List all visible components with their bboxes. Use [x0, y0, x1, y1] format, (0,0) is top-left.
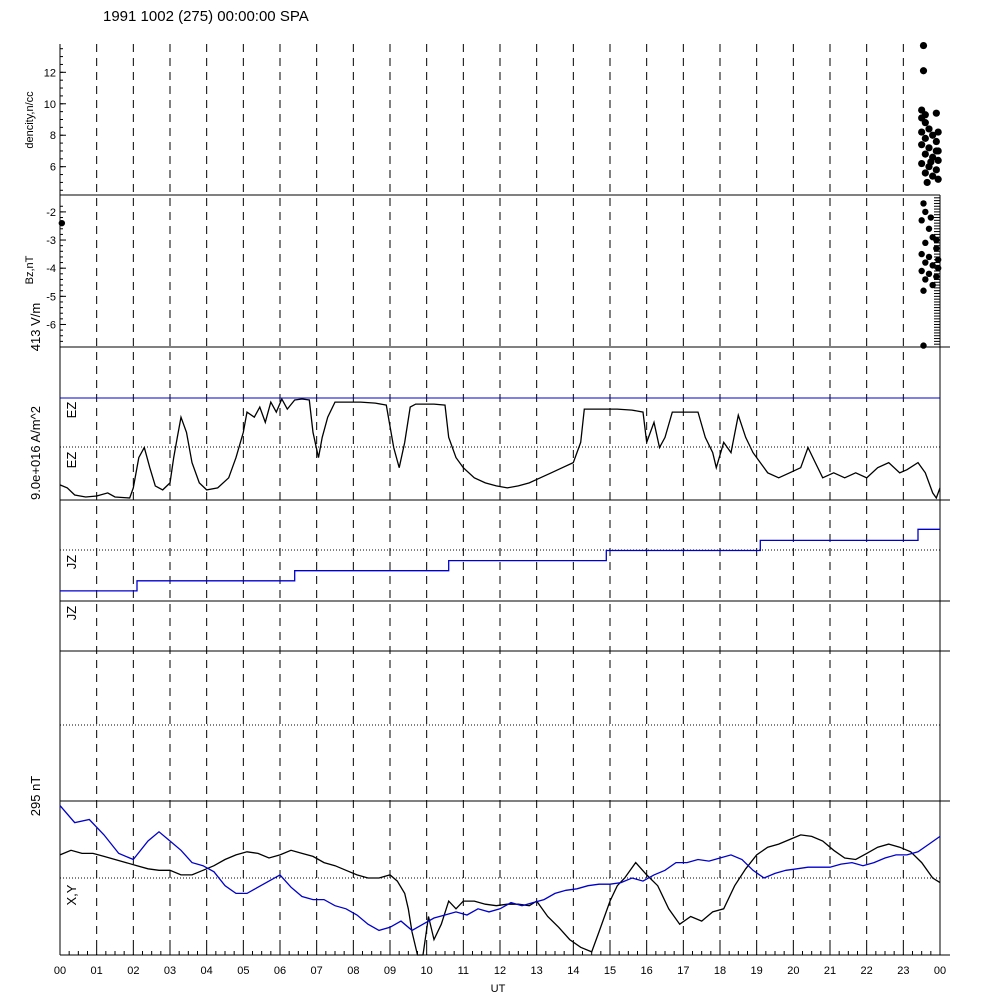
- density-point: [921, 169, 929, 177]
- density-point: [921, 134, 929, 142]
- density-point: [925, 125, 933, 133]
- density-point: [934, 128, 942, 136]
- jz-label-top: JZ: [64, 555, 79, 570]
- y-component-line: [59, 805, 941, 932]
- density-point: [923, 178, 931, 187]
- bz-ylabel: Bz,nT: [24, 255, 36, 284]
- x-tick-label: 16: [641, 965, 653, 977]
- x-tick-label: 07: [311, 965, 323, 977]
- x-tick-label: 10: [421, 965, 433, 977]
- bz-point: [922, 208, 929, 216]
- density-point: [932, 109, 940, 117]
- bz-point: [925, 253, 933, 261]
- x-axis-label: UT: [491, 983, 506, 995]
- bz-point: [920, 342, 927, 349]
- bz-point: [918, 267, 925, 275]
- bz-y-tick-label: -2: [46, 207, 56, 219]
- density-y-tick-label: 10: [44, 99, 56, 111]
- jz-label-bottom: JZ: [64, 606, 79, 621]
- x-tick-label: 17: [677, 965, 689, 977]
- ez-line: [59, 397, 941, 500]
- xy-scale-label: 295 nT: [28, 776, 43, 817]
- x-tick-label: 02: [127, 965, 139, 977]
- ez-label-bottom: EZ: [64, 452, 79, 469]
- density-point: [932, 137, 940, 146]
- x-tick-label: 08: [347, 965, 359, 977]
- bz-point: [929, 262, 936, 269]
- density-point: [918, 128, 926, 136]
- bz-point: [918, 217, 925, 224]
- xy-label: X,Y: [64, 884, 79, 905]
- x-tick-label: 01: [91, 965, 103, 977]
- panel-frames: [59, 44, 950, 956]
- x-tick-label: 13: [531, 965, 543, 977]
- jz-scale-label: 9.0e+016 A/m^2: [28, 406, 43, 500]
- bz-point: [933, 245, 940, 252]
- density-y-tick-label: 8: [50, 130, 56, 142]
- density-point: [918, 141, 926, 149]
- ez-scale-label: 413 V/m: [28, 303, 43, 351]
- jz-line: [60, 528, 940, 592]
- density-point: [921, 150, 929, 158]
- bz-y-tick-label: -6: [46, 319, 56, 331]
- density-point: [929, 172, 937, 180]
- bz-y-tick-label: -5: [46, 291, 56, 303]
- bz-point: [922, 259, 929, 266]
- density-y-tick-label: 6: [50, 162, 56, 174]
- bz-point: [934, 256, 942, 263]
- data-marks: [58, 41, 942, 956]
- chart-title: 1991 1002 (275) 00:00:00 SPA: [103, 8, 309, 25]
- bz-point: [922, 239, 929, 247]
- bz-y-tick-label: -4: [46, 263, 56, 275]
- bz-point: [925, 270, 933, 278]
- bz-point: [929, 281, 936, 289]
- density-point: [934, 175, 942, 183]
- bz-point: [927, 214, 935, 221]
- ez-label-top: EZ: [64, 402, 79, 419]
- bz-point: [922, 276, 929, 283]
- x-tick-label: 06: [274, 965, 286, 977]
- density-point: [919, 67, 928, 75]
- x-tick-label: 09: [384, 965, 396, 977]
- density-point: [921, 119, 929, 127]
- bz-y-tick-label: -3: [46, 235, 56, 247]
- x-tick-label: 12: [494, 965, 506, 977]
- density-y-tick-label: 12: [44, 67, 56, 79]
- axis-ticks: 00 01 02 03 04 05 06 07 08 09 10 11 12 13 14 15 16 17 18 19…: [44, 48, 946, 977]
- density-point: [932, 166, 940, 174]
- x-tick-label: 20: [787, 965, 799, 977]
- bz-point: [925, 225, 933, 232]
- x-tick-label: 00: [934, 965, 946, 977]
- x-tick-label: 14: [567, 965, 579, 977]
- bz-point: [58, 219, 66, 227]
- bz-point: [934, 264, 942, 272]
- density-point: [934, 147, 942, 155]
- x-tick-label: 03: [164, 965, 176, 977]
- bz-point: [918, 250, 925, 258]
- x-tick-label: 18: [714, 965, 726, 977]
- density-point: [929, 131, 937, 139]
- bz-point: [933, 273, 940, 280]
- x-tick-label: 23: [897, 965, 909, 977]
- x-tick-label: 22: [861, 965, 873, 977]
- x-tick-label: 00: [54, 965, 66, 977]
- density-point: [925, 144, 933, 152]
- x-tick-label: 19: [751, 965, 763, 977]
- x-tick-label: 21: [824, 965, 836, 977]
- bz-point: [920, 200, 927, 207]
- density-point: [919, 41, 928, 50]
- density-point: [918, 159, 926, 168]
- density-ylabel: dencity,n/cc: [24, 91, 36, 149]
- bz-point: [920, 287, 927, 294]
- x-tick-label: 11: [458, 965, 469, 977]
- x-tick-label: 04: [201, 965, 213, 977]
- x-tick-label: 05: [237, 965, 249, 977]
- density-point: [934, 156, 942, 164]
- bz-point: [933, 236, 940, 244]
- x-tick-label: 15: [604, 965, 616, 977]
- x-component-line: [59, 834, 941, 956]
- density-point: [927, 158, 935, 166]
